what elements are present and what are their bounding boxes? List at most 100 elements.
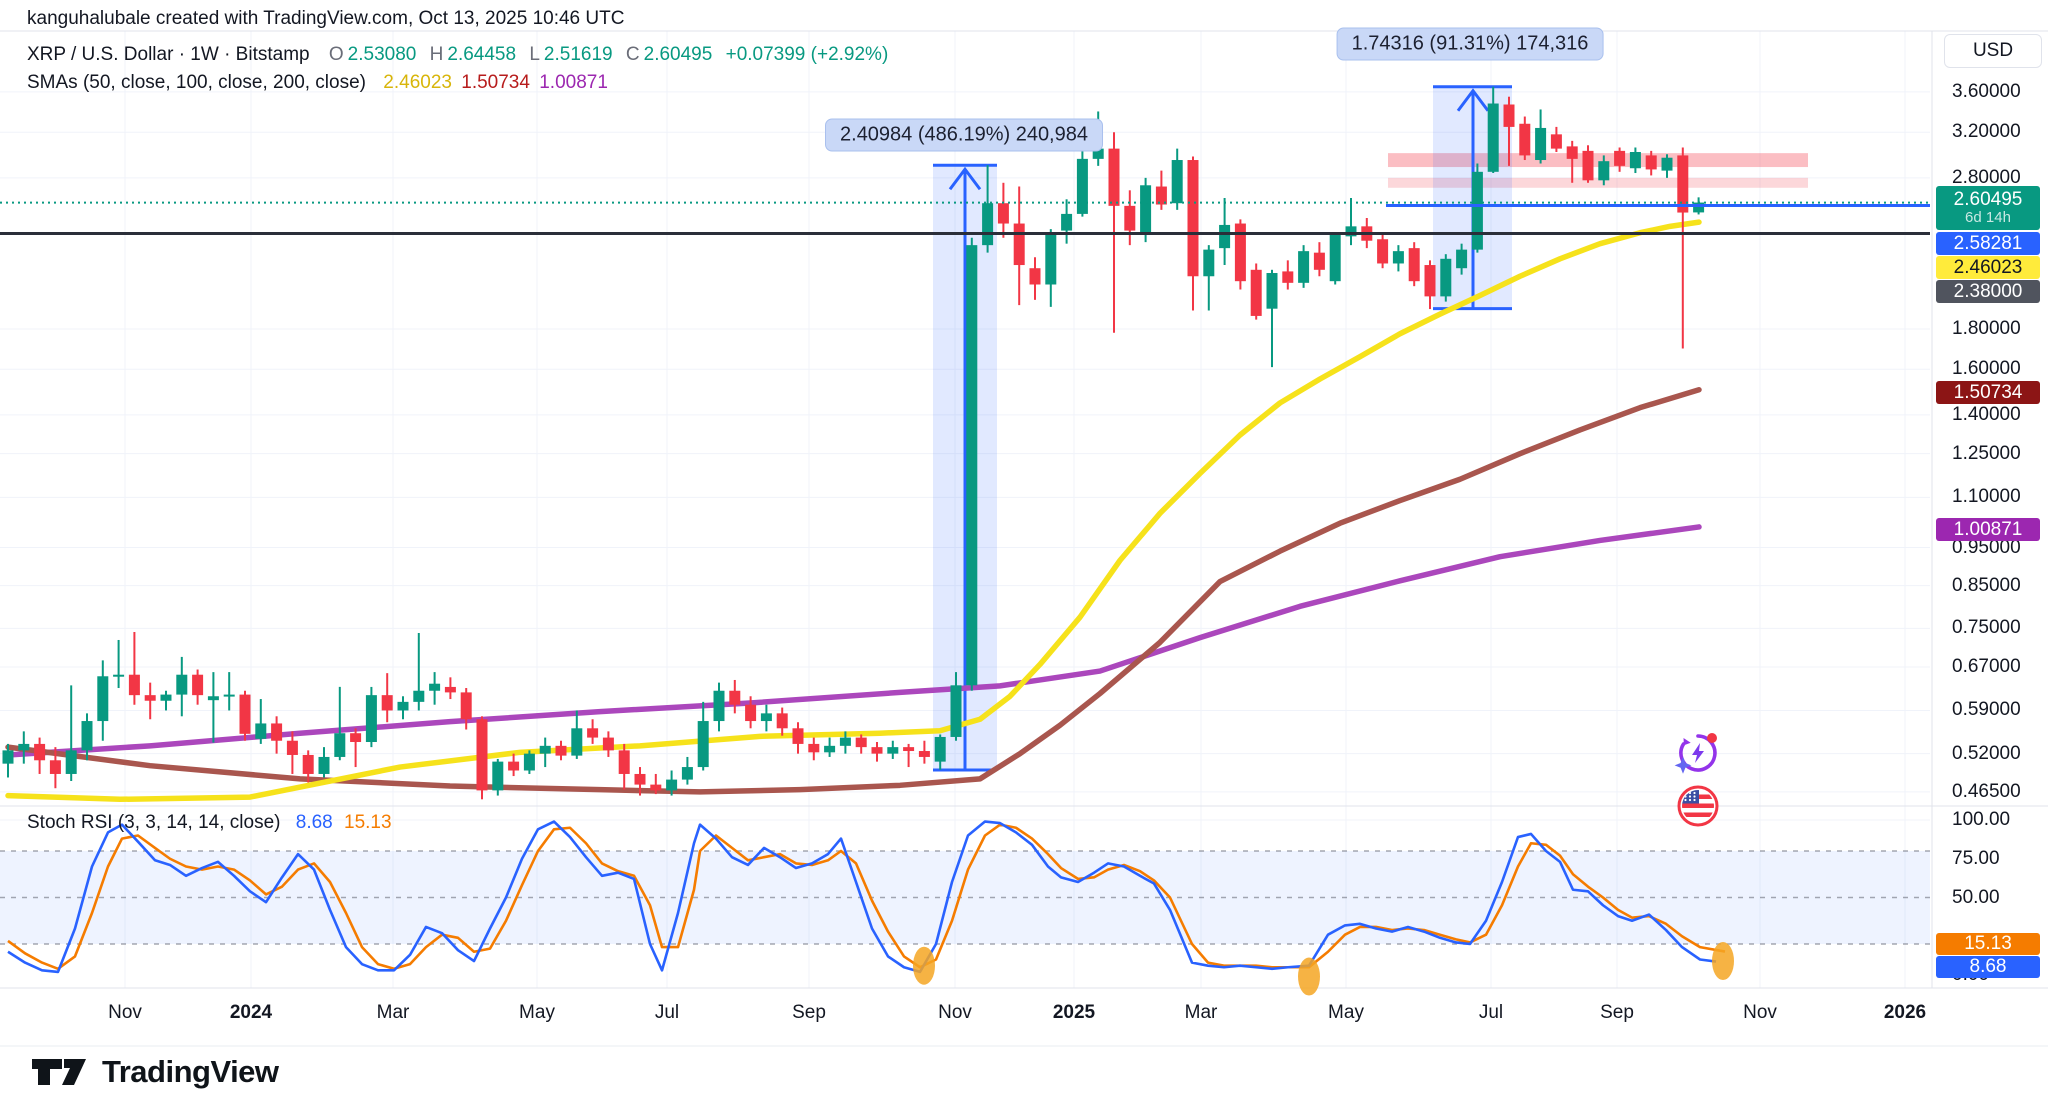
us-flag-icon[interactable]	[1677, 785, 1719, 827]
candle[interactable]	[1566, 140, 1578, 183]
candle[interactable]	[1234, 219, 1246, 290]
candle[interactable]	[1392, 245, 1404, 272]
candle[interactable]	[255, 699, 267, 744]
candle[interactable]	[824, 737, 836, 757]
candle[interactable]	[1219, 197, 1231, 266]
candle[interactable]	[1155, 170, 1167, 210]
candle[interactable]	[1140, 177, 1152, 243]
candle[interactable]	[1456, 243, 1468, 275]
candle[interactable]	[460, 688, 472, 730]
candle[interactable]	[1519, 116, 1531, 161]
stoch-k-line[interactable]	[7, 820, 1717, 974]
stoch-highlight-circle[interactable]	[913, 946, 935, 985]
candle[interactable]	[1045, 229, 1057, 307]
candle[interactable]	[18, 731, 30, 764]
candle[interactable]	[1029, 257, 1041, 300]
candle[interactable]	[523, 750, 535, 774]
candle[interactable]	[81, 713, 93, 761]
candle[interactable]	[918, 740, 930, 764]
stoch-highlight-circle[interactable]	[1298, 957, 1320, 996]
candle[interactable]	[1550, 126, 1562, 153]
candle[interactable]	[1377, 233, 1389, 269]
measure-label[interactable]: 2.40984 (486.19%) 240,984	[825, 118, 1103, 152]
candle[interactable]	[1124, 190, 1136, 246]
candle[interactable]	[160, 690, 172, 711]
candle[interactable]	[1661, 154, 1673, 178]
candle[interactable]	[887, 740, 899, 759]
candle[interactable]	[1598, 155, 1610, 186]
candle[interactable]	[492, 758, 504, 796]
candle[interactable]	[1250, 263, 1262, 320]
candle[interactable]	[697, 701, 709, 771]
candle[interactable]	[808, 737, 820, 761]
candle[interactable]	[1203, 245, 1215, 311]
candle[interactable]	[1171, 148, 1183, 210]
candle[interactable]	[713, 682, 725, 732]
candle[interactable]	[508, 753, 520, 777]
candle[interactable]	[1061, 199, 1073, 244]
candle[interactable]	[903, 743, 915, 768]
currency-button[interactable]: USD	[1944, 34, 2042, 68]
candle[interactable]	[587, 719, 599, 744]
candle[interactable]	[855, 734, 867, 754]
candle[interactable]	[776, 707, 788, 736]
tradingview-logo[interactable]: TradingView	[30, 1054, 279, 1090]
candle[interactable]	[1629, 147, 1641, 174]
candle[interactable]	[397, 696, 409, 720]
candle[interactable]	[618, 743, 630, 790]
candle[interactable]	[1282, 260, 1294, 290]
symbol-title[interactable]: XRP / U.S. Dollar · 1W · Bitstamp	[27, 44, 310, 65]
candle[interactable]	[997, 182, 1009, 238]
candle[interactable]	[271, 716, 283, 754]
candle[interactable]	[1645, 150, 1657, 176]
candle[interactable]	[934, 734, 946, 770]
candle[interactable]	[286, 731, 298, 774]
candle[interactable]	[413, 632, 425, 711]
candle[interactable]	[334, 686, 346, 761]
candle[interactable]	[982, 165, 994, 253]
stoch-rsi-title[interactable]: Stoch RSI (3, 3, 14, 14, close)	[27, 812, 281, 833]
candle[interactable]	[34, 737, 46, 774]
candle[interactable]	[350, 728, 362, 768]
candle[interactable]	[239, 690, 251, 741]
candle[interactable]	[113, 639, 125, 689]
candle[interactable]	[365, 686, 377, 748]
candle[interactable]	[729, 679, 741, 714]
stoch-d-line[interactable]	[7, 823, 1726, 971]
candle[interactable]	[128, 632, 140, 705]
candle[interactable]	[666, 770, 678, 796]
candle[interactable]	[950, 672, 962, 741]
candle[interactable]	[839, 731, 851, 754]
candle[interactable]	[1614, 147, 1626, 172]
candle[interactable]	[2, 743, 14, 778]
candle[interactable]	[444, 677, 456, 700]
candle[interactable]	[966, 237, 978, 691]
candle[interactable]	[192, 669, 204, 705]
candle[interactable]	[681, 756, 693, 785]
ai-spark-icon[interactable]	[1674, 729, 1722, 777]
candle[interactable]	[302, 750, 314, 783]
candle[interactable]	[1487, 86, 1499, 174]
candle[interactable]	[1408, 242, 1420, 287]
candle[interactable]	[223, 672, 235, 711]
measure-label[interactable]: 1.74316 (91.31%) 174,316	[1336, 27, 1604, 61]
candle[interactable]	[1582, 145, 1594, 183]
candle[interactable]	[602, 731, 614, 757]
candle[interactable]	[1298, 245, 1310, 288]
sma-200-line[interactable]	[5, 524, 1702, 758]
sma-50-line[interactable]	[5, 219, 1702, 803]
candle[interactable]	[65, 685, 77, 782]
stoch-highlight-circle[interactable]	[1712, 942, 1734, 981]
candle[interactable]	[476, 716, 488, 800]
candle[interactable]	[1313, 242, 1325, 277]
candle[interactable]	[571, 710, 583, 759]
candle[interactable]	[144, 682, 156, 720]
candle[interactable]	[555, 740, 567, 761]
candle[interactable]	[429, 672, 441, 705]
candle[interactable]	[1329, 232, 1341, 285]
candle[interactable]	[634, 767, 646, 796]
candle[interactable]	[1535, 109, 1547, 164]
candle[interactable]	[1266, 269, 1278, 368]
resistance-band[interactable]	[1388, 177, 1808, 188]
